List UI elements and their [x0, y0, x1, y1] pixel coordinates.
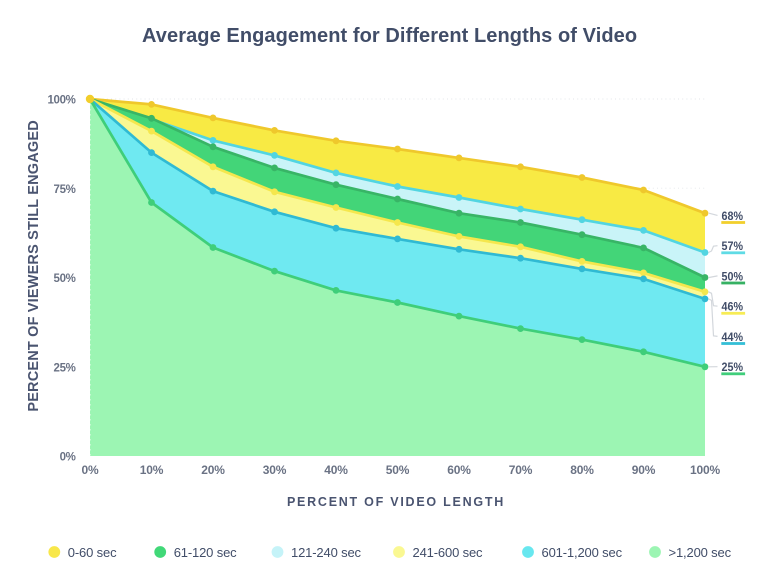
- svg-text:44%: 44%: [722, 330, 744, 344]
- svg-text:Average Engagement for Differe: Average Engagement for Different Lengths…: [142, 25, 637, 47]
- svg-text:PERCENT OF VIDEO LENGTH: PERCENT OF VIDEO LENGTH: [287, 495, 505, 509]
- svg-text:50%: 50%: [722, 269, 744, 283]
- svg-text:0-60 sec: 0-60 sec: [68, 545, 117, 560]
- svg-text:601-1,200 sec: 601-1,200 sec: [542, 545, 623, 560]
- svg-text:61-120 sec: 61-120 sec: [174, 545, 237, 560]
- svg-text:25%: 25%: [722, 360, 744, 374]
- svg-text:10%: 10%: [140, 463, 164, 477]
- svg-text:241-600 sec: 241-600 sec: [413, 545, 484, 560]
- svg-text:20%: 20%: [201, 463, 225, 477]
- svg-text:0%: 0%: [60, 452, 76, 464]
- svg-text:57%: 57%: [722, 239, 744, 253]
- svg-text:0%: 0%: [82, 463, 99, 477]
- svg-text:50%: 50%: [386, 463, 410, 477]
- svg-text:90%: 90%: [632, 463, 656, 477]
- svg-text:50%: 50%: [54, 273, 76, 285]
- svg-text:70%: 70%: [509, 463, 533, 477]
- svg-text:68%: 68%: [722, 209, 744, 223]
- svg-text:46%: 46%: [722, 300, 744, 314]
- svg-text:100%: 100%: [690, 463, 720, 477]
- svg-text:>1,200 sec: >1,200 sec: [669, 545, 732, 560]
- svg-text:75%: 75%: [54, 184, 76, 196]
- svg-text:30%: 30%: [263, 463, 287, 477]
- svg-text:100%: 100%: [47, 95, 75, 107]
- svg-text:25%: 25%: [54, 362, 76, 374]
- svg-text:80%: 80%: [570, 463, 594, 477]
- svg-text:60%: 60%: [447, 463, 471, 477]
- svg-text:PERCENT OF VIEWERS STILL ENGAG: PERCENT OF VIEWERS STILL ENGAGED: [26, 120, 42, 412]
- svg-text:121-240 sec: 121-240 sec: [291, 545, 362, 560]
- svg-text:40%: 40%: [324, 463, 348, 477]
